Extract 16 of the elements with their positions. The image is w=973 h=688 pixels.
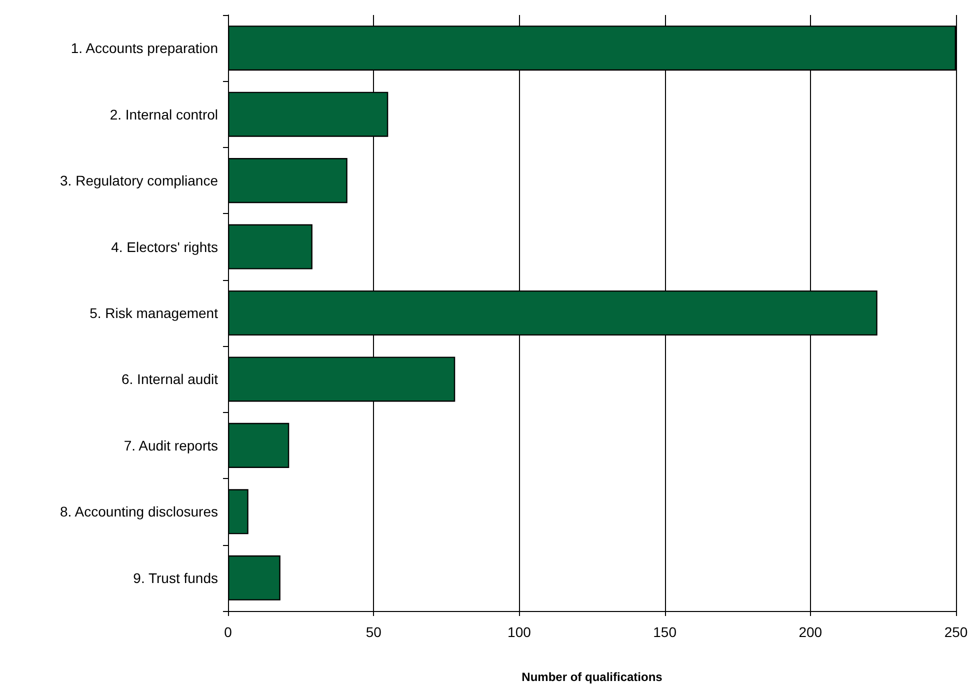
y-tick-label: 8. Accounting disclosures <box>60 504 218 520</box>
y-tick-label: 2. Internal control <box>110 106 218 122</box>
y-tick-label: 1. Accounts preparation <box>70 40 218 56</box>
y-tick-label: 4. Electors' rights <box>111 238 218 255</box>
x-tick-label: 0 <box>224 624 232 640</box>
x-tick-label: 150 <box>653 624 677 640</box>
x-tick-label: 100 <box>508 624 532 640</box>
x-tick-label: 200 <box>798 624 822 640</box>
x-axis-title: Number of qualifications <box>522 670 663 684</box>
y-tick-label: 7. Audit reports <box>124 437 218 454</box>
y-tick-label: 9. Trust funds <box>133 570 218 586</box>
x-tick-label: 250 <box>944 624 968 640</box>
y-tick-label: 6. Internal audit <box>121 371 218 388</box>
x-tick-label: 50 <box>366 624 382 640</box>
y-tick-label: 5. Risk management <box>90 305 218 321</box>
y-tick-label: 3. Regulatory compliance <box>60 172 218 189</box>
